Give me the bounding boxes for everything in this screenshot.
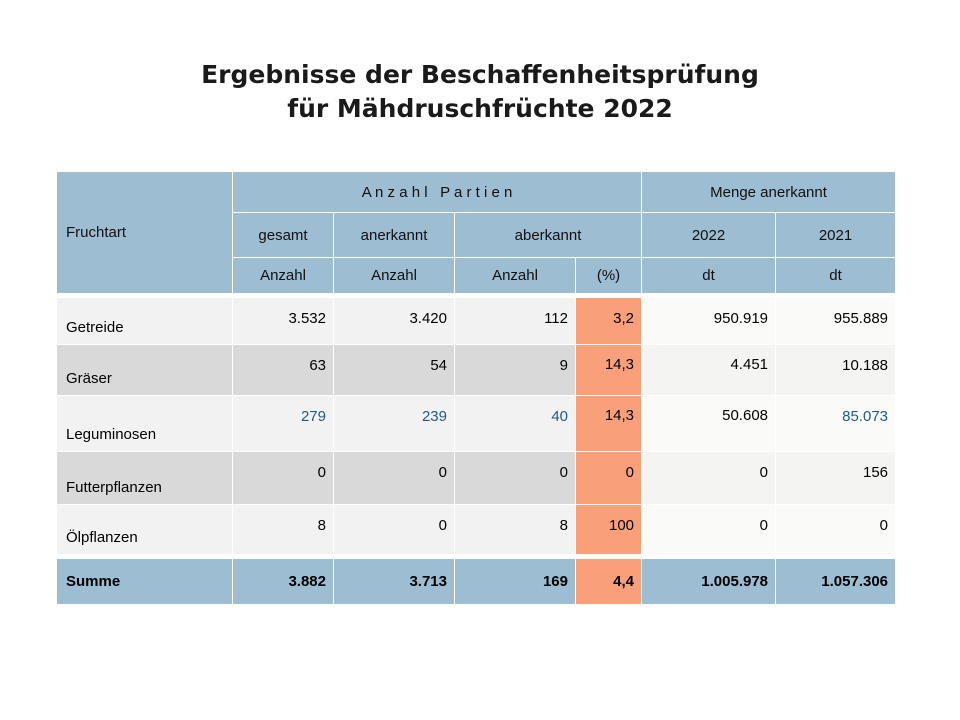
cell-gesamt: 279	[233, 396, 334, 452]
header-menge-anerkannt: Menge anerkannt	[642, 172, 897, 213]
table-row: Leguminosen 279 239 40 14,3 50.608 85.07…	[57, 396, 897, 452]
cell-aberkannt: 0	[455, 452, 576, 505]
cell-menge-2022: 50.608	[642, 396, 777, 452]
cell-aberkannt: 9	[455, 345, 576, 396]
row-name: Ölpflanzen	[57, 505, 233, 555]
table-row: Getreide 3.532 3.420 112 3,2 950.919 955…	[57, 298, 897, 345]
row-name: Leguminosen	[57, 396, 233, 452]
table-row: Gräser 63 54 9 14,3 4.451 10.188	[57, 345, 897, 396]
cell-gesamt: 0	[233, 452, 334, 505]
header-aberkannt: aberkannt	[455, 213, 643, 258]
cell-menge-2021: 85.073	[776, 396, 897, 452]
cell-pct: 14,3	[576, 345, 643, 396]
summe-aberkannt: 169	[455, 559, 576, 605]
header-gesamt: gesamt	[233, 213, 334, 258]
header-row-3: Anzahl Anzahl Anzahl (%) dt dt	[57, 258, 897, 294]
table-row: Futterpflanzen 0 0 0 0 0 156	[57, 452, 897, 505]
cell-anerkannt: 3.420	[334, 298, 455, 345]
cell-menge-2021: 0	[776, 505, 897, 555]
header-fruchtart: Fruchtart	[57, 172, 233, 294]
cell-pct: 0	[576, 452, 643, 505]
title-line-1: Ergebnisse der Beschaffenheitsprüfung	[201, 60, 759, 89]
cell-menge-2022: 950.919	[642, 298, 777, 345]
table-row: Ölpflanzen 8 0 8 100 0 0	[57, 505, 897, 555]
summe-menge-2022: 1.005.978	[642, 559, 777, 605]
unit-pct: (%)	[576, 258, 643, 294]
cell-anerkannt: 0	[334, 505, 455, 555]
unit-2021: dt	[776, 258, 897, 294]
row-name: Gräser	[57, 345, 233, 396]
summe-label: Summe	[57, 559, 233, 605]
summe-anerkannt: 3.713	[334, 559, 455, 605]
cell-menge-2021: 955.889	[776, 298, 897, 345]
header-anzahl-partien: A n z a h l P a r t i e n	[233, 172, 643, 213]
row-name: Getreide	[57, 298, 233, 345]
summe-row: Summe 3.882 3.713 169 4,4 1.005.978 1.05…	[57, 559, 897, 605]
page-title: Ergebnisse der Beschaffenheitsprüfung fü…	[0, 58, 960, 126]
cell-gesamt: 8	[233, 505, 334, 555]
summe-pct: 4,4	[576, 559, 643, 605]
cell-menge-2021: 156	[776, 452, 897, 505]
unit-gesamt: Anzahl	[233, 258, 334, 294]
cell-menge-2022: 0	[642, 452, 777, 505]
header-year-2022: 2022	[642, 213, 777, 258]
header-row-1: Fruchtart A n z a h l P a r t i e n Meng…	[57, 172, 897, 294]
unit-aberkannt: Anzahl	[455, 258, 576, 294]
unit-anerkannt: Anzahl	[334, 258, 455, 294]
title-line-2: für Mähdruschfrüchte 2022	[287, 94, 673, 123]
row-name: Futterpflanzen	[57, 452, 233, 505]
results-table: Fruchtart A n z a h l P a r t i e n Meng…	[57, 172, 897, 605]
cell-pct: 100	[576, 505, 643, 555]
cell-aberkannt: 112	[455, 298, 576, 345]
cell-aberkannt: 8	[455, 505, 576, 555]
cell-anerkannt: 0	[334, 452, 455, 505]
cell-aberkannt: 40	[455, 396, 576, 452]
cell-menge-2021: 10.188	[776, 345, 897, 396]
cell-menge-2022: 0	[642, 505, 777, 555]
cell-anerkannt: 239	[334, 396, 455, 452]
summe-gesamt: 3.882	[233, 559, 334, 605]
cell-gesamt: 63	[233, 345, 334, 396]
summe-menge-2021: 1.057.306	[776, 559, 897, 605]
unit-2022: dt	[642, 258, 777, 294]
cell-pct: 14,3	[576, 396, 643, 452]
cell-anerkannt: 54	[334, 345, 455, 396]
cell-menge-2022: 4.451	[642, 345, 777, 396]
header-year-2021: 2021	[776, 213, 897, 258]
header-anerkannt: anerkannt	[334, 213, 455, 258]
cell-pct: 3,2	[576, 298, 643, 345]
cell-gesamt: 3.532	[233, 298, 334, 345]
header-row-2: gesamt anerkannt aberkannt 2022 2021	[57, 213, 897, 258]
